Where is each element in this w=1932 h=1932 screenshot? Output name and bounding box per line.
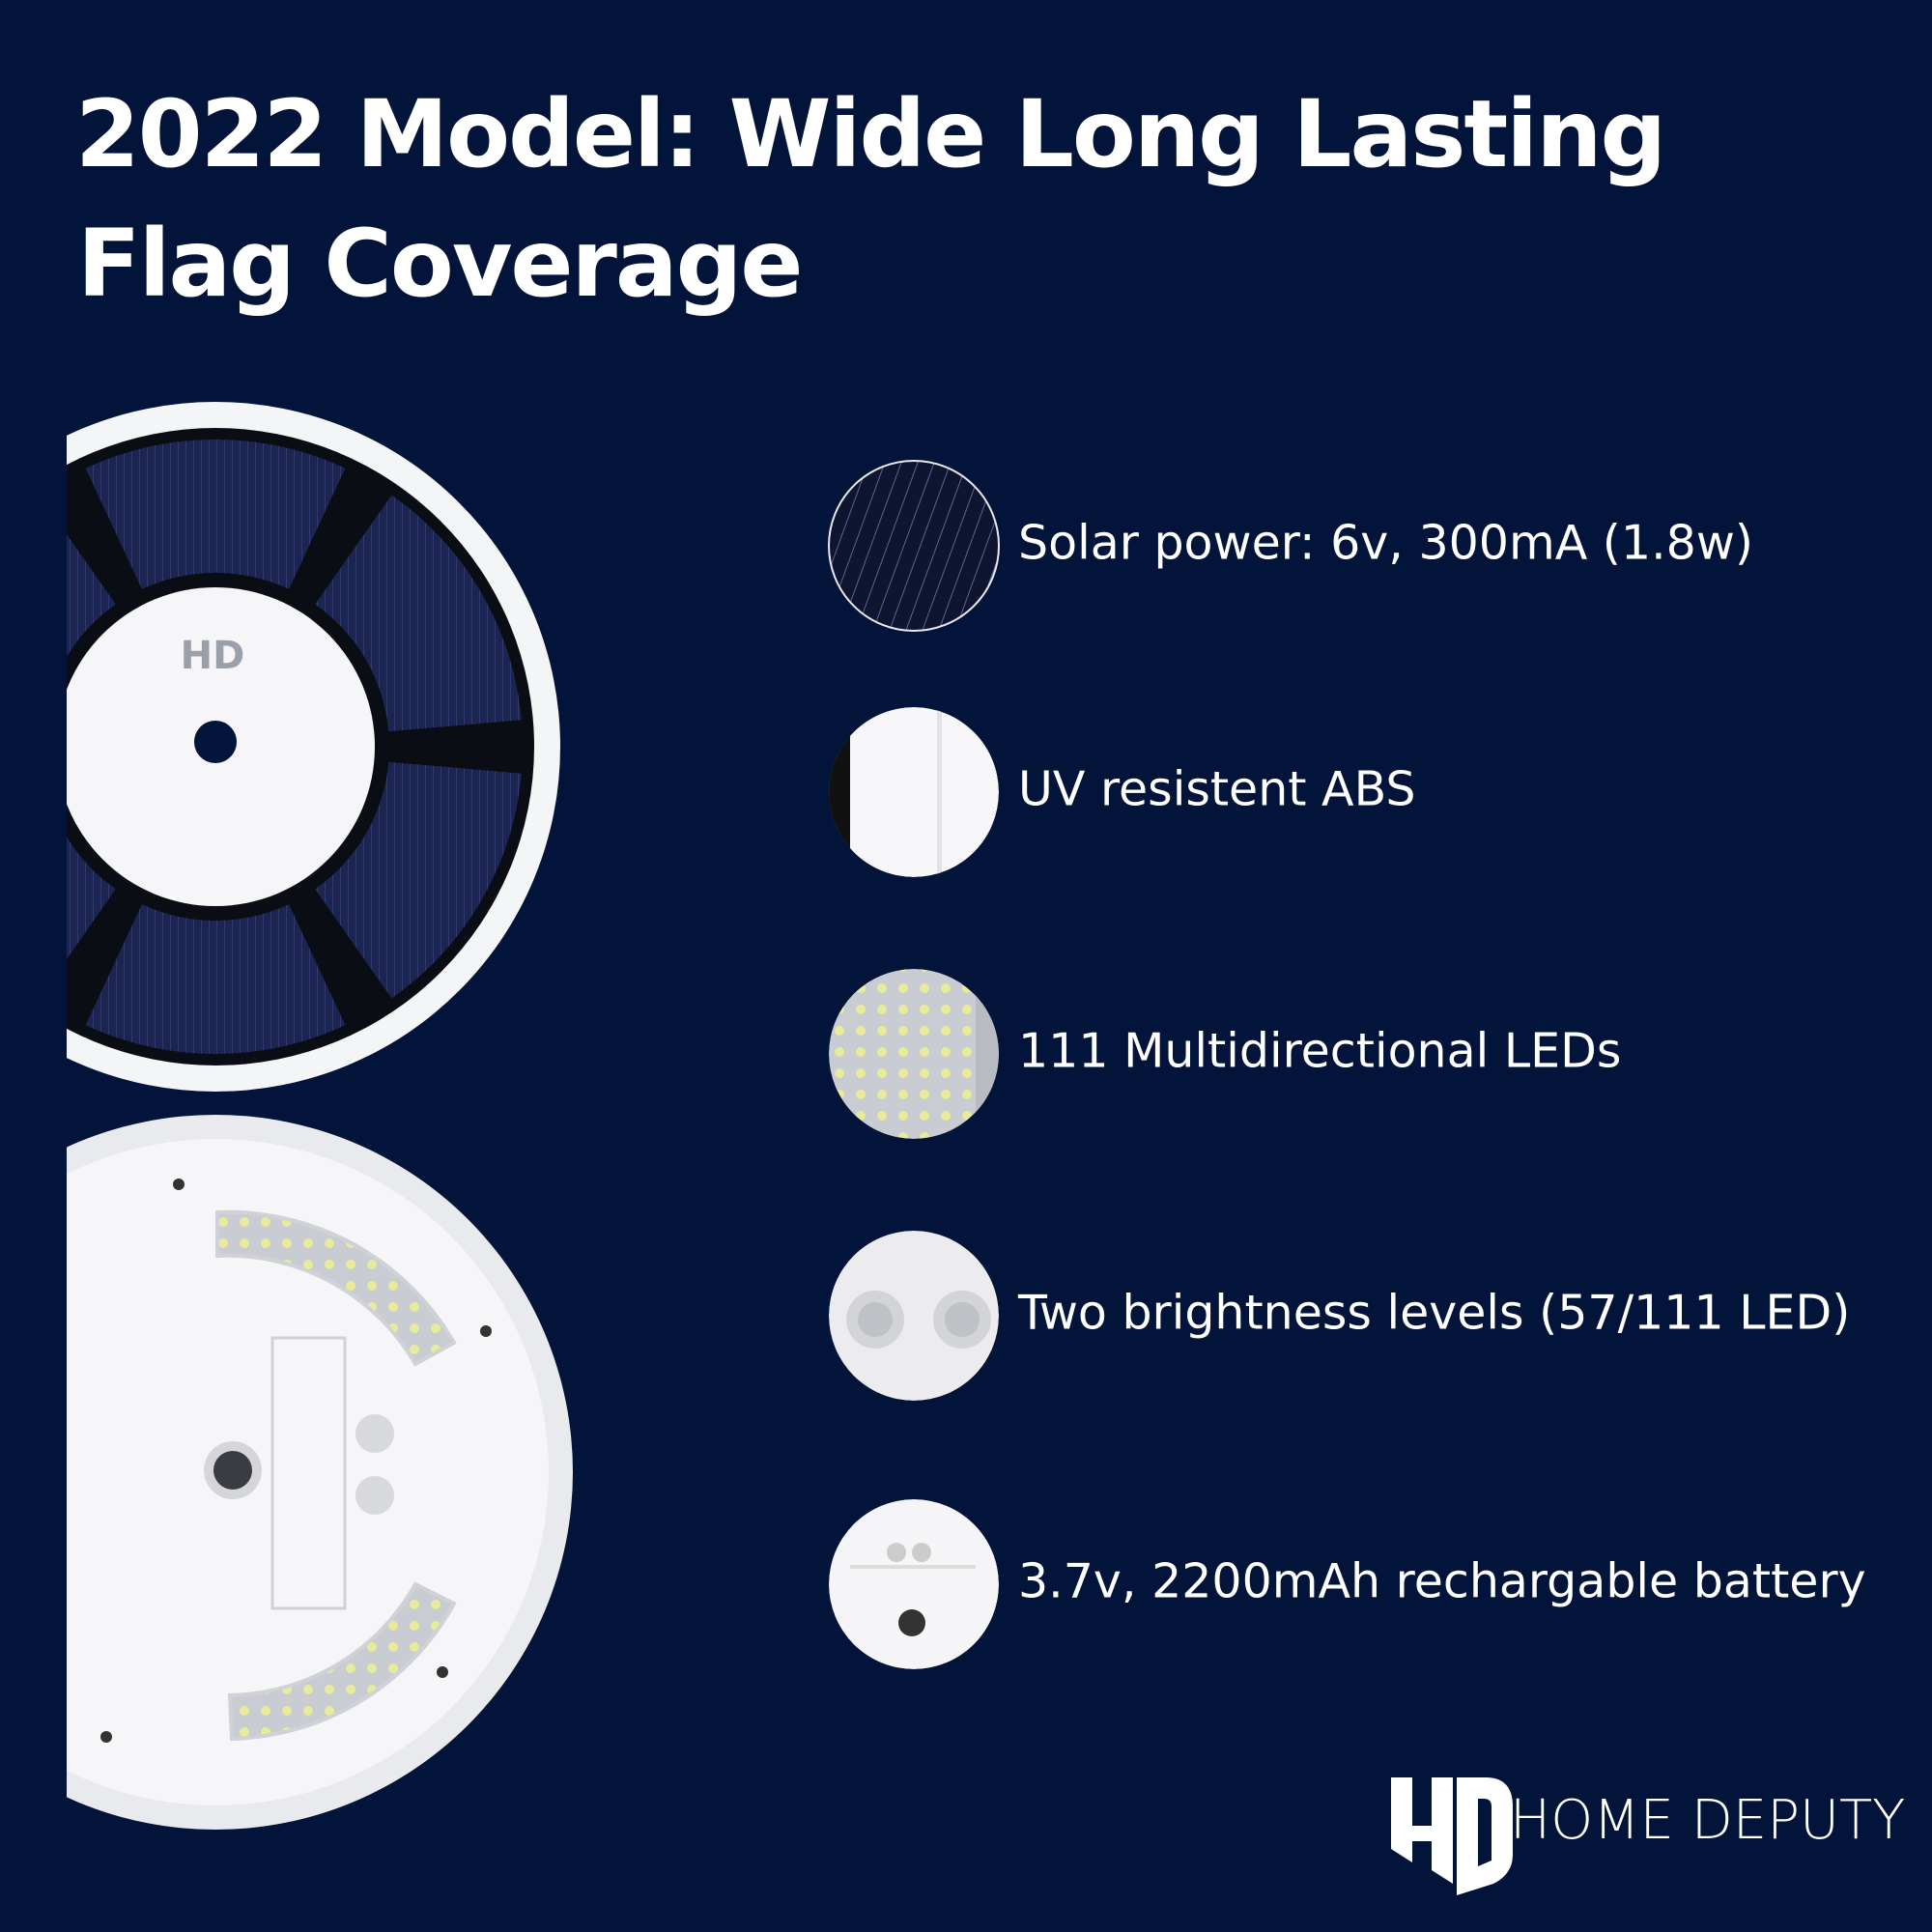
bottom-image (67, 1115, 573, 1830)
solar-panel (67, 837, 116, 959)
solar-panel (315, 495, 522, 732)
brand-logo (1391, 1777, 1513, 1895)
brand-name: HOME DEPUTY (1510, 1789, 1905, 1852)
solar-top-image: HD (67, 402, 560, 1092)
feature-icons (828, 460, 1000, 1669)
product-images: HD (67, 402, 573, 1830)
title-line: Flag Coverage (77, 210, 801, 318)
solar-panel (315, 761, 522, 999)
feature-text: Solar power: 6v, 300mA (1.8w) (1018, 516, 1753, 571)
feature-text: UV resistent ABS (1018, 762, 1415, 817)
feature-list: Solar power: 6v, 300mA (1.8w) UV resisten… (1017, 516, 1866, 1609)
solar-panel (67, 534, 116, 657)
solar-panel (85, 904, 346, 1054)
solar-panel (85, 440, 346, 589)
feature-text: 111 Multidirectional LEDs (1018, 1024, 1621, 1079)
device-logo: HD (181, 634, 245, 678)
title-line: 2022 Model: Wide Long Lasting (75, 80, 1664, 188)
feature-text: 3.7v, 2200mAh rechargable battery (1018, 1554, 1866, 1609)
feature-text: Two brightness levels (57/111 LED) (1017, 1286, 1850, 1341)
